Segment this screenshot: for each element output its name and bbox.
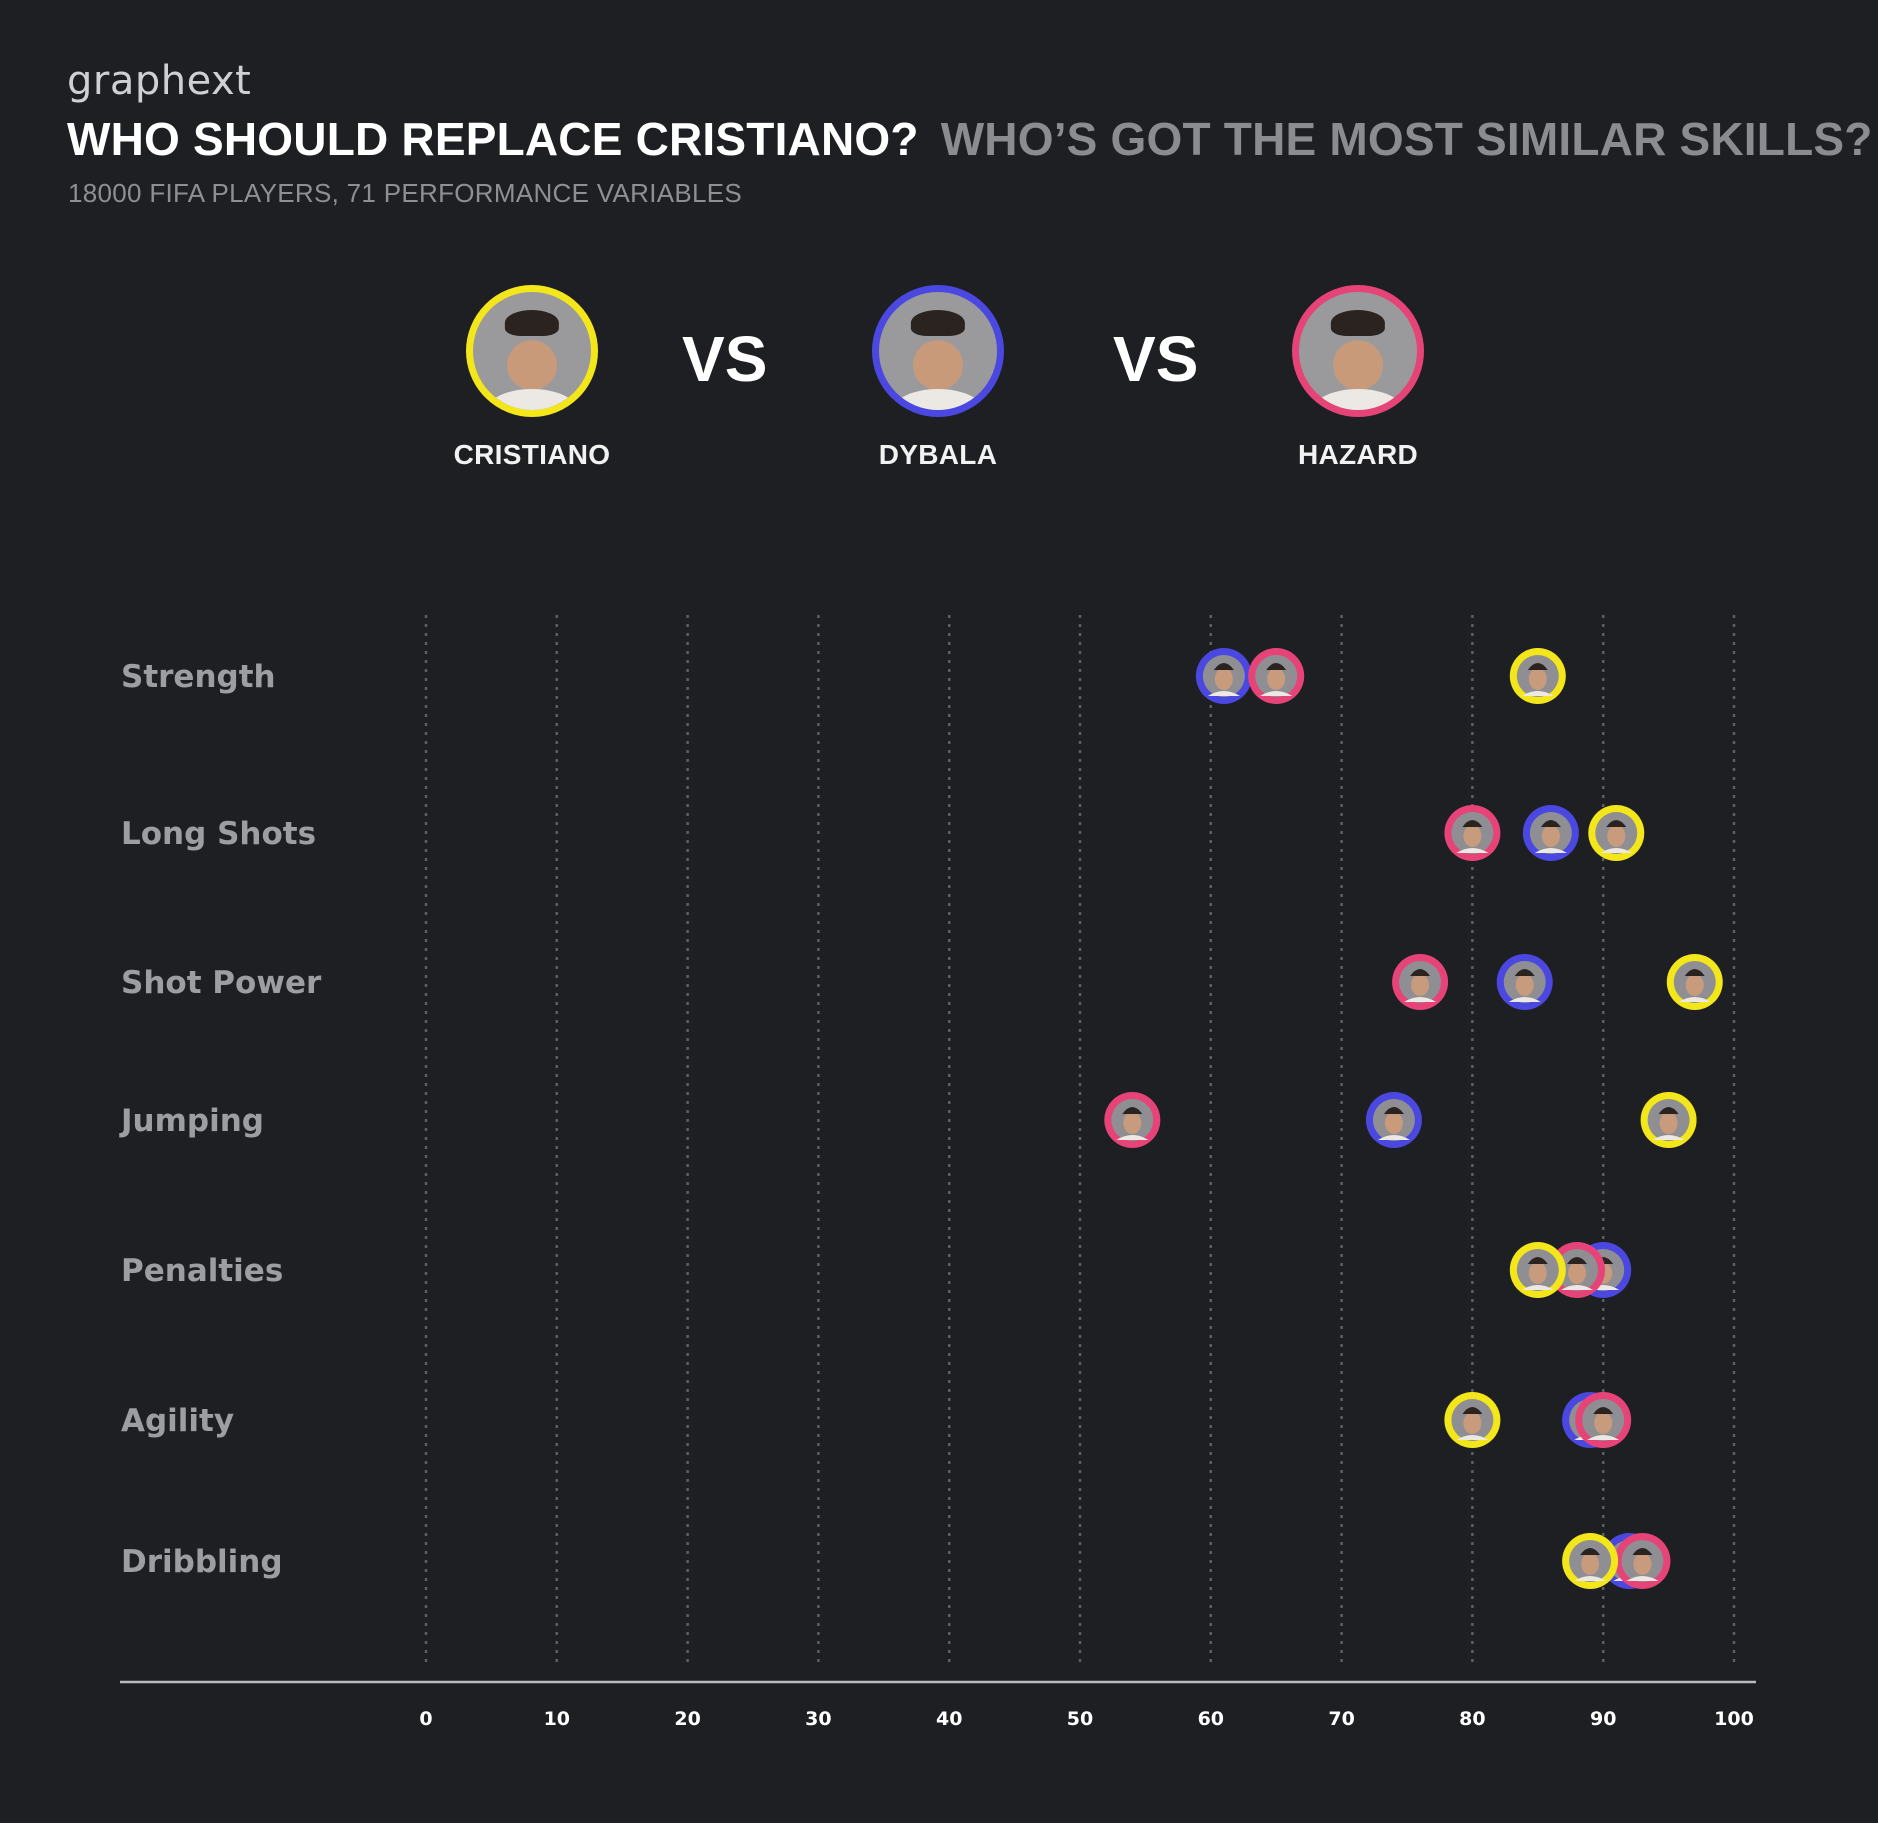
- point-dybala-strength: [1195, 648, 1252, 704]
- point-cristiano-agility: [1444, 1392, 1501, 1448]
- point-hazard-long-shots: [1444, 805, 1501, 861]
- page-subtitle: 18000 FIFA PLAYERS, 71 PERFORMANCE VARIA…: [68, 178, 743, 208]
- skill-label-jumping: Jumping: [119, 1103, 264, 1139]
- player-card-cristiano: CRISTIANO: [412, 285, 652, 471]
- x-tick-label-40: 40: [936, 1708, 962, 1730]
- skill-label-agility: Agility: [121, 1403, 234, 1439]
- point-hazard-shot-power: [1392, 954, 1449, 1010]
- vs-label-1: VS: [682, 323, 768, 395]
- skill-label-penalties: Penalties: [121, 1253, 283, 1289]
- point-hazard-dribbling: [1614, 1533, 1671, 1589]
- skill-label-shot-power: Shot Power: [121, 965, 322, 1001]
- x-tick-label-60: 60: [1198, 1708, 1224, 1730]
- skill-label-dribbling: Dribbling: [121, 1544, 283, 1580]
- x-tick-label-10: 10: [544, 1708, 570, 1730]
- point-cristiano-long-shots: [1588, 805, 1645, 861]
- player-name-dybala: DYBALA: [878, 439, 998, 470]
- x-tick-label-50: 50: [1067, 1708, 1093, 1730]
- x-tick-label-70: 70: [1328, 1708, 1354, 1730]
- point-dybala-jumping: [1365, 1092, 1422, 1148]
- point-hazard-jumping: [1104, 1092, 1161, 1148]
- page-title: WHO SHOULD REPLACE CRISTIANO?: [67, 113, 919, 165]
- x-tick-label-90: 90: [1590, 1708, 1616, 1730]
- x-tick-label-80: 80: [1459, 1708, 1485, 1730]
- dybala-face-icon: [872, 285, 1004, 417]
- headline: WHO SHOULD REPLACE CRISTIANO? WHO’S GOT T…: [67, 112, 1873, 166]
- vs-label-2: VS: [1113, 323, 1199, 395]
- player-name-hazard: HAZARD: [1297, 439, 1418, 470]
- point-hazard-strength: [1248, 648, 1305, 704]
- x-tick-label-100: 100: [1714, 1708, 1754, 1730]
- x-tick-label-30: 30: [805, 1708, 831, 1730]
- skill-label-long-shots: Long Shots: [121, 816, 316, 852]
- point-cristiano-penalties: [1509, 1242, 1566, 1298]
- x-tick-label-20: 20: [674, 1708, 700, 1730]
- point-hazard-agility: [1575, 1392, 1632, 1448]
- player-card-hazard: HAZARD: [1238, 285, 1478, 471]
- point-dybala-shot-power: [1496, 954, 1553, 1010]
- point-dybala-long-shots: [1522, 805, 1579, 861]
- player-name-cristiano: CRISTIANO: [453, 439, 611, 470]
- point-cristiano-dribbling: [1562, 1533, 1619, 1589]
- point-cristiano-jumping: [1640, 1092, 1697, 1148]
- brand-logo: graphext: [67, 58, 252, 104]
- cristiano-face-icon: [466, 285, 598, 417]
- skill-label-strength: Strength: [121, 659, 276, 695]
- x-tick-label-0: 0: [419, 1708, 432, 1730]
- hazard-face-icon: [1292, 285, 1424, 417]
- point-cristiano-shot-power: [1666, 954, 1723, 1010]
- point-cristiano-strength: [1509, 648, 1566, 704]
- page-title-secondary: WHO’S GOT THE MOST SIMILAR SKILLS?: [940, 113, 1873, 165]
- point-hazard-penalties: [1549, 1242, 1606, 1298]
- player-card-dybala: DYBALA: [818, 285, 1058, 471]
